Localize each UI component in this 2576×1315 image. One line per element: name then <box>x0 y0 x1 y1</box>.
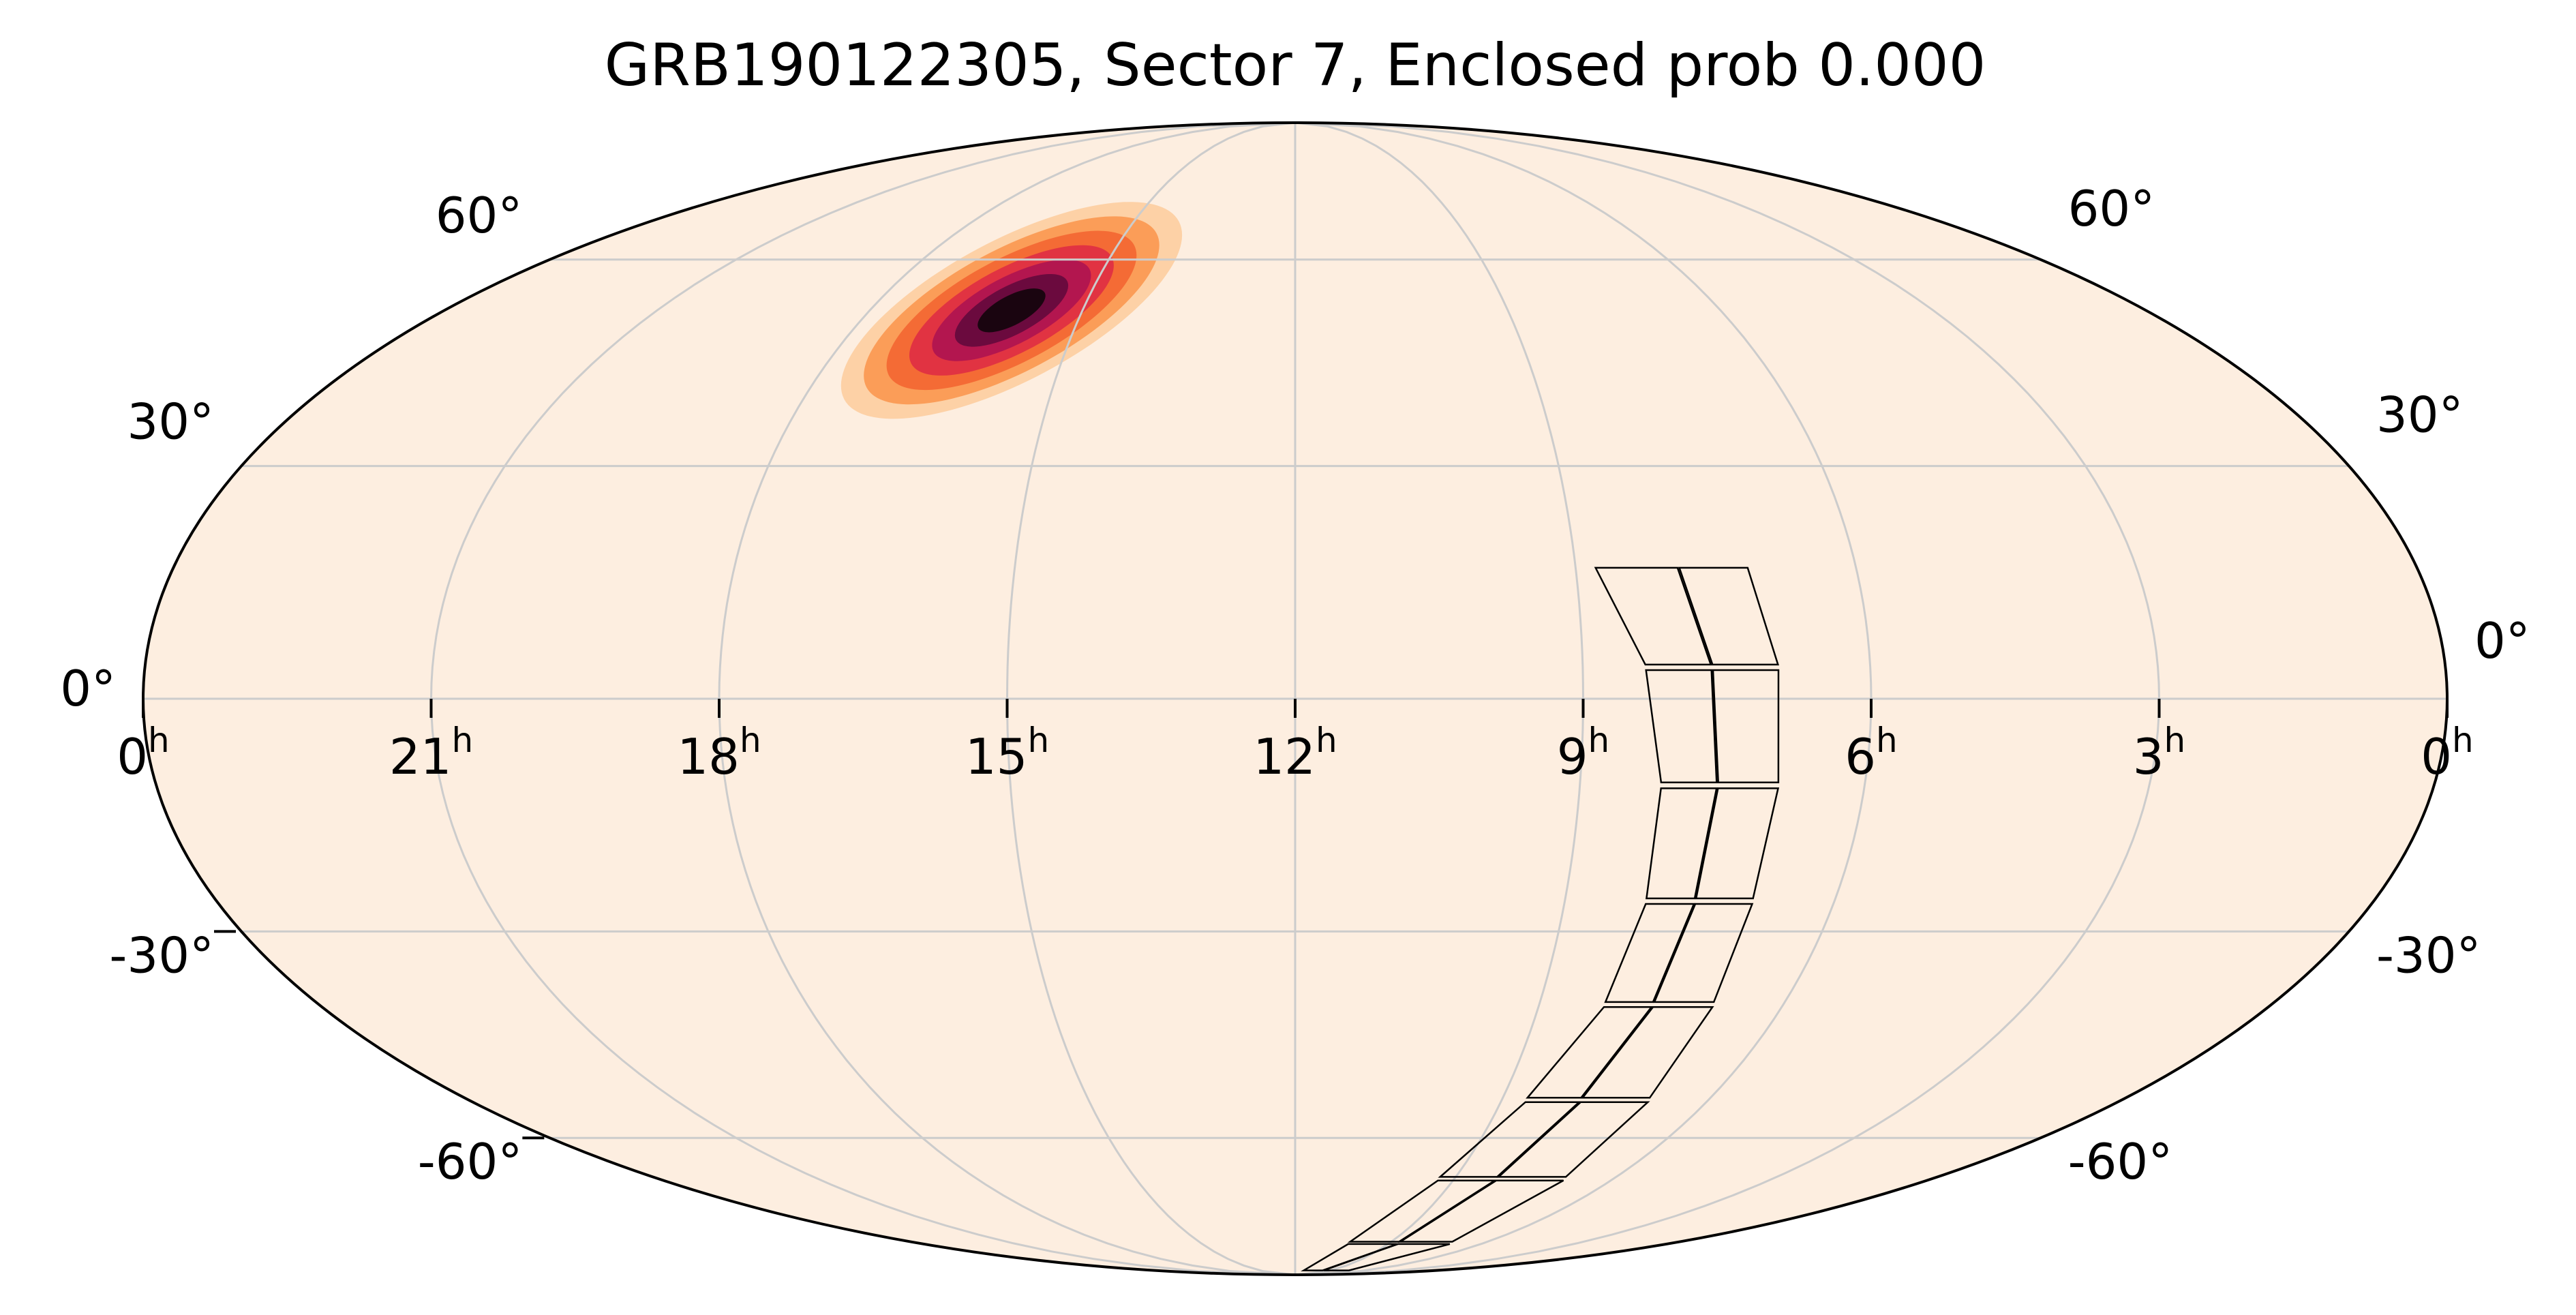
dec-tick-label-left: -30° <box>109 926 214 984</box>
dec-tick-label-right: -60° <box>2068 1133 2173 1190</box>
ccd-cell <box>1645 787 1718 900</box>
dec-tick-label-right: -30° <box>2376 926 2481 984</box>
dec-tick-label-left: -60° <box>418 1133 523 1190</box>
ccd-cell <box>1301 1243 1397 1271</box>
dec-tick-label-right: 60° <box>2068 180 2155 237</box>
chart-title: GRB190122305, Sector 7, Enclosed prob 0.… <box>605 31 1986 100</box>
ra-tick-label: 6h <box>1845 721 1898 785</box>
dec-tick-label-left: 0° <box>60 660 116 717</box>
dec-tick-label-left: 60° <box>436 187 523 244</box>
ccd-cell <box>1526 1006 1654 1099</box>
dec-tick-label-left: 30° <box>127 393 214 451</box>
ccd-cell <box>1695 787 1780 900</box>
ccd-cell <box>1581 1006 1714 1099</box>
ra-tick-label: 3h <box>2133 721 2186 785</box>
axis-ticks: 0h 21h 18h 15h 12h 9h 6h 3h 0h 60° 60° 30° 30° 0° 0° -3… <box>60 180 2530 1190</box>
ccd-cell <box>1678 566 1780 666</box>
ra-tick-label: 15h <box>965 721 1049 785</box>
dec-tick-label-right: 30° <box>2376 387 2464 444</box>
ccd-cell <box>1438 1101 1581 1178</box>
ra-tick-label: 0h <box>2421 721 2474 785</box>
ra-tick-label: 18h <box>677 721 761 785</box>
ccd-cell <box>1594 566 1712 666</box>
ccd-cell <box>1645 669 1718 784</box>
ccd-cell <box>1653 903 1754 1003</box>
heatmap-contour <box>978 288 1046 333</box>
ccd-cell <box>1712 669 1780 784</box>
tess-sector-footprint <box>1301 566 1780 1271</box>
probability-heatmap <box>840 202 1183 419</box>
ccd-cell <box>1604 903 1695 1003</box>
ra-tick-label: 9h <box>1557 721 1610 785</box>
ccd-cell <box>1397 1179 1564 1243</box>
ra-tick-label: 0h <box>117 721 170 785</box>
ra-tick-label: 12h <box>1253 721 1337 785</box>
dec-tick-label-right: 0° <box>2474 612 2530 669</box>
ccd-cell <box>1323 1243 1451 1271</box>
ccd-cell <box>1496 1101 1650 1178</box>
ra-tick-label: 21h <box>389 721 473 785</box>
